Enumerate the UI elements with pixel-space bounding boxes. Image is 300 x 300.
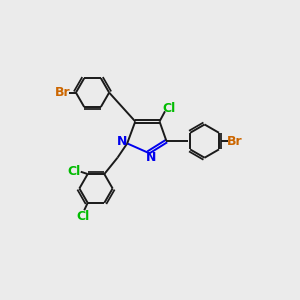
Text: N: N — [117, 135, 127, 148]
Text: Cl: Cl — [68, 165, 81, 178]
Text: N: N — [146, 151, 156, 164]
Text: Cl: Cl — [76, 210, 89, 223]
Text: Cl: Cl — [163, 102, 176, 115]
Text: Br: Br — [227, 135, 243, 148]
Text: Br: Br — [55, 85, 70, 99]
